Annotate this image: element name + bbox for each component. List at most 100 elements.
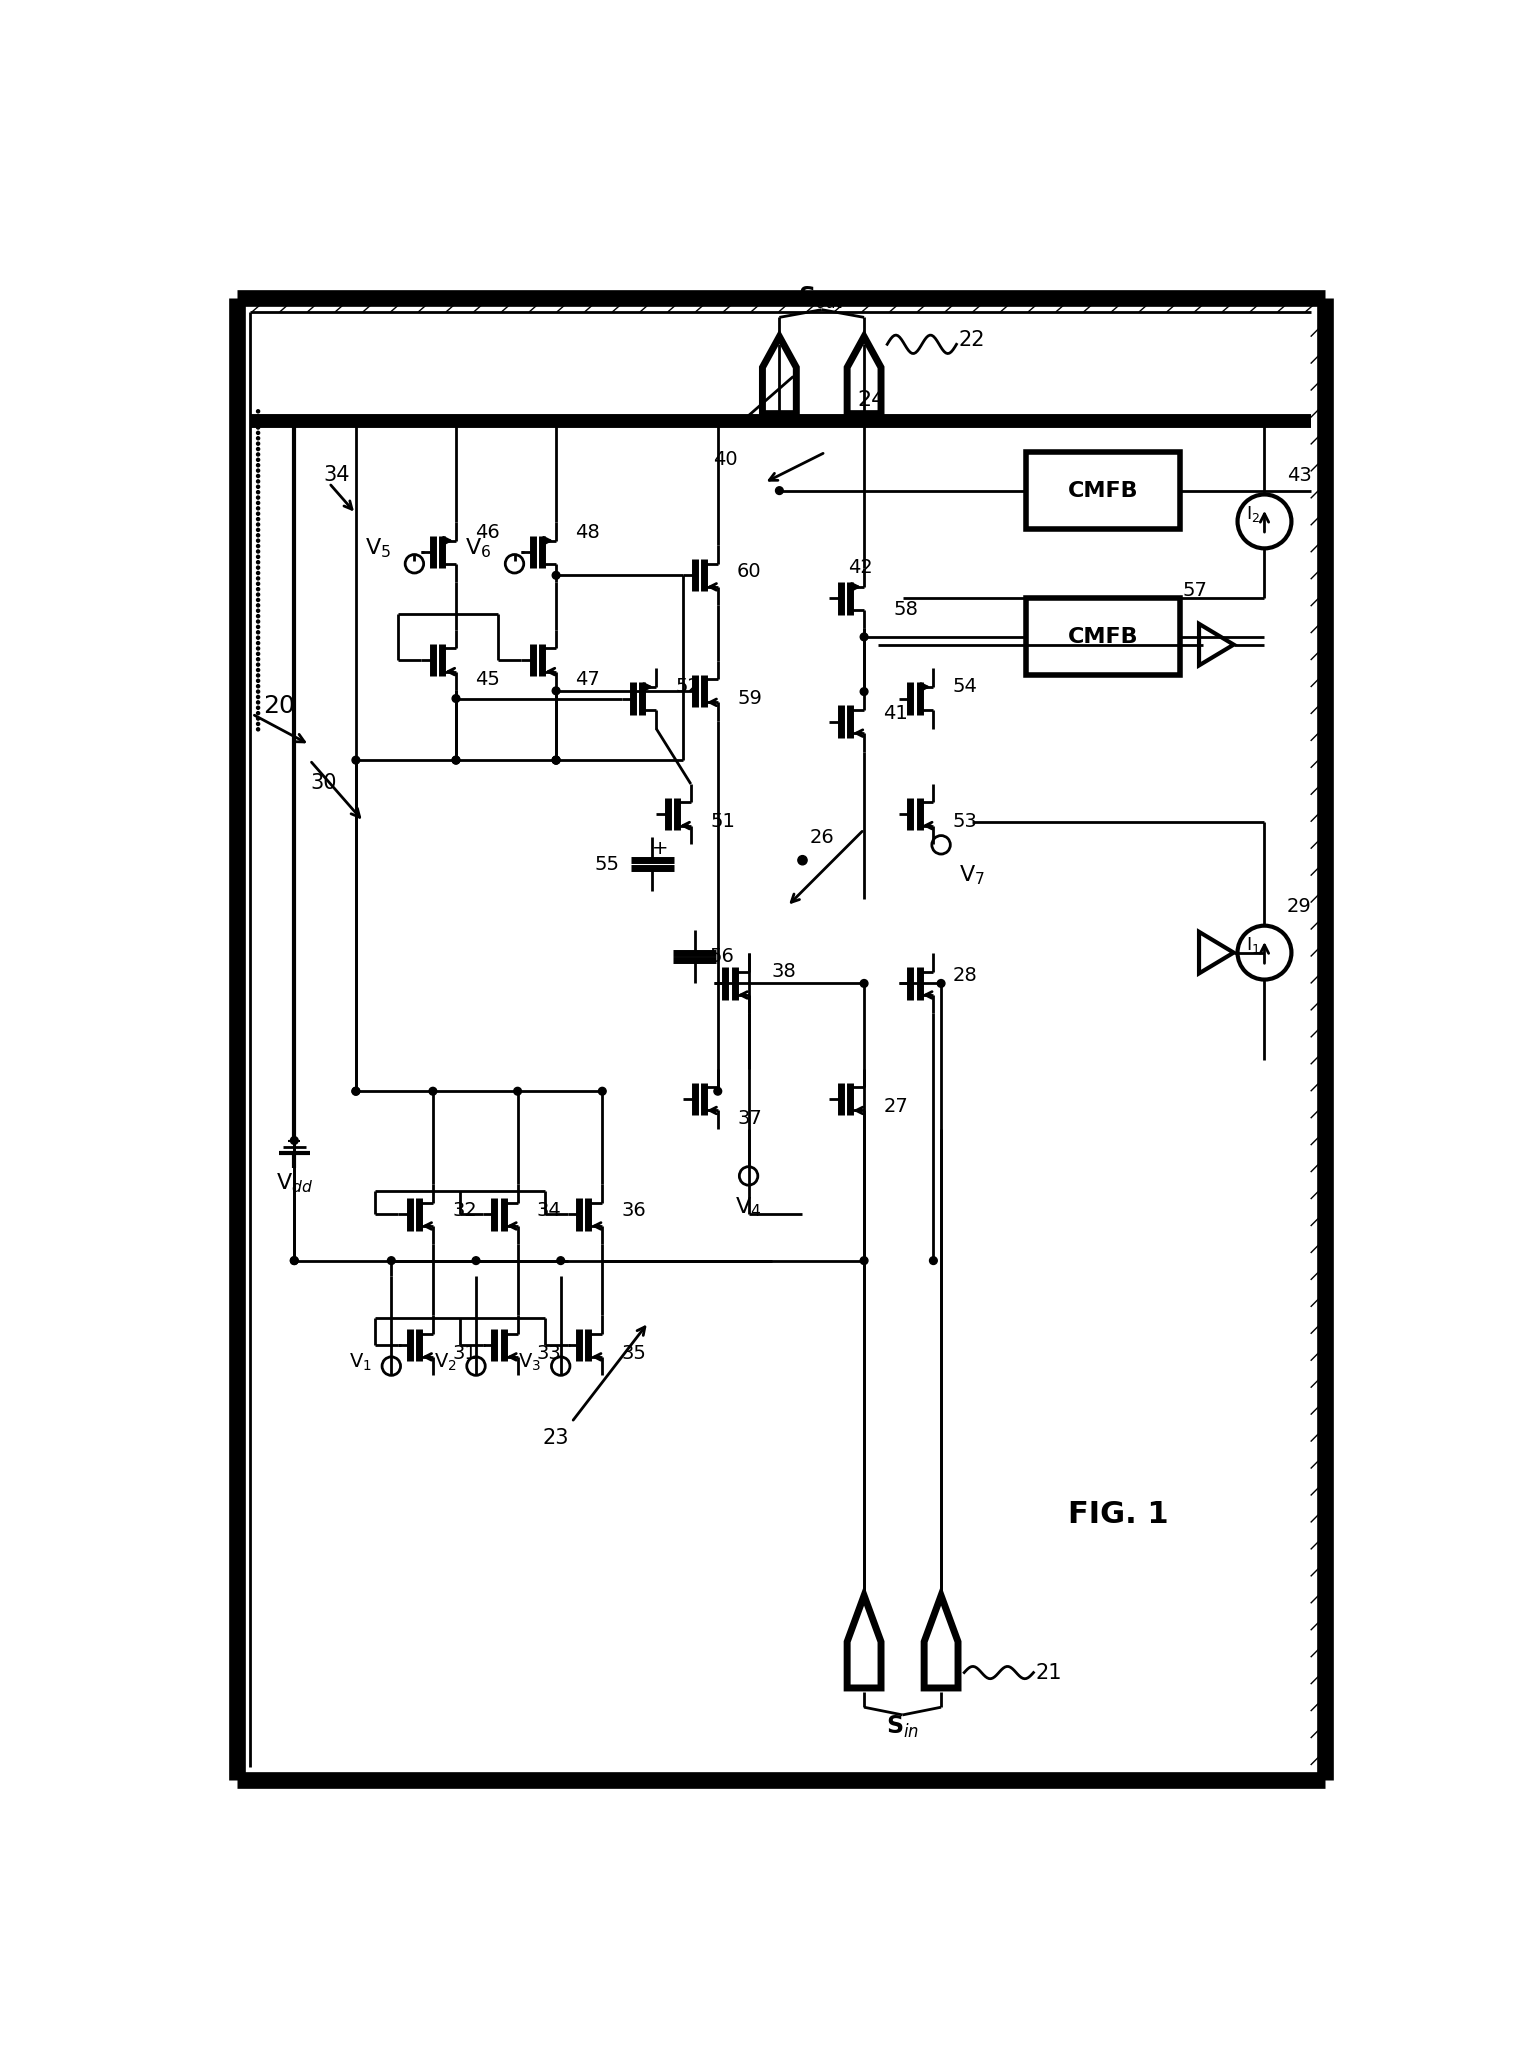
Text: 58: 58 — [894, 600, 918, 618]
Text: S$_{in}$: S$_{in}$ — [886, 1714, 920, 1739]
Text: CMFB: CMFB — [1068, 627, 1138, 647]
Circle shape — [256, 621, 259, 623]
Text: V$_7$: V$_7$ — [959, 864, 985, 887]
Circle shape — [256, 723, 259, 725]
Circle shape — [860, 418, 868, 426]
Circle shape — [256, 512, 259, 516]
Circle shape — [291, 1137, 299, 1145]
Text: V$_{dd}$: V$_{dd}$ — [276, 1171, 312, 1196]
Text: 24: 24 — [857, 389, 886, 410]
Circle shape — [256, 565, 259, 569]
Text: 48: 48 — [576, 524, 600, 543]
Text: V$_6$: V$_6$ — [465, 537, 492, 561]
Text: 40: 40 — [713, 451, 737, 469]
Text: V$_3$: V$_3$ — [518, 1352, 542, 1372]
Circle shape — [256, 469, 259, 473]
Text: 23: 23 — [542, 1427, 570, 1448]
Circle shape — [752, 416, 762, 426]
Text: 33: 33 — [536, 1343, 562, 1362]
Circle shape — [291, 1257, 299, 1264]
Circle shape — [256, 598, 259, 602]
Circle shape — [256, 647, 259, 649]
Circle shape — [256, 664, 259, 666]
Text: 20: 20 — [263, 694, 295, 719]
Circle shape — [256, 432, 259, 434]
Circle shape — [352, 756, 359, 764]
Circle shape — [256, 684, 259, 688]
Circle shape — [256, 420, 259, 424]
Text: 36: 36 — [621, 1200, 646, 1221]
Text: 56: 56 — [710, 946, 734, 967]
Circle shape — [775, 487, 783, 494]
Text: 57: 57 — [1183, 582, 1208, 600]
Circle shape — [553, 686, 560, 694]
Circle shape — [553, 756, 560, 764]
Circle shape — [256, 506, 259, 510]
Circle shape — [256, 578, 259, 580]
Circle shape — [256, 459, 259, 461]
Circle shape — [553, 756, 560, 764]
Circle shape — [256, 637, 259, 639]
Circle shape — [256, 653, 259, 655]
Text: 37: 37 — [737, 1108, 762, 1128]
Circle shape — [256, 485, 259, 487]
Text: 55: 55 — [595, 854, 620, 874]
Text: V$_4$: V$_4$ — [736, 1194, 762, 1219]
Circle shape — [929, 1257, 937, 1264]
Circle shape — [256, 436, 259, 440]
Circle shape — [429, 1087, 437, 1096]
Text: 34: 34 — [536, 1200, 562, 1221]
Text: 41: 41 — [883, 705, 908, 723]
Circle shape — [256, 588, 259, 590]
Text: 29: 29 — [1287, 897, 1311, 915]
Circle shape — [256, 711, 259, 715]
Circle shape — [256, 475, 259, 477]
Circle shape — [860, 979, 868, 987]
Text: I$_1$: I$_1$ — [1246, 936, 1260, 954]
Text: 31: 31 — [452, 1343, 477, 1362]
Text: 52: 52 — [675, 678, 701, 696]
Text: 32: 32 — [452, 1200, 477, 1221]
Text: 47: 47 — [576, 670, 600, 688]
Text: 26: 26 — [809, 827, 835, 846]
Text: 46: 46 — [475, 524, 500, 543]
Circle shape — [256, 426, 259, 428]
Polygon shape — [763, 336, 797, 414]
Circle shape — [256, 657, 259, 662]
Text: 21: 21 — [1036, 1663, 1062, 1683]
Text: 51: 51 — [710, 813, 736, 831]
Circle shape — [256, 479, 259, 483]
Circle shape — [256, 496, 259, 500]
Circle shape — [256, 492, 259, 494]
Text: 45: 45 — [475, 670, 500, 688]
Circle shape — [256, 528, 259, 530]
Circle shape — [553, 756, 560, 764]
Circle shape — [452, 756, 460, 764]
Text: 27: 27 — [883, 1098, 908, 1116]
Circle shape — [452, 756, 460, 764]
Text: V$_5$: V$_5$ — [366, 537, 391, 561]
Circle shape — [256, 449, 259, 451]
Text: 30: 30 — [311, 774, 337, 793]
Circle shape — [256, 545, 259, 547]
Circle shape — [256, 582, 259, 586]
Polygon shape — [847, 1595, 880, 1688]
Circle shape — [256, 561, 259, 563]
Text: 22: 22 — [958, 330, 985, 350]
Circle shape — [352, 418, 359, 426]
Circle shape — [599, 1087, 606, 1096]
Text: V$_2$: V$_2$ — [434, 1352, 457, 1372]
Circle shape — [256, 522, 259, 526]
Circle shape — [513, 1087, 521, 1096]
Circle shape — [256, 668, 259, 672]
Text: 42: 42 — [848, 559, 873, 578]
Circle shape — [256, 625, 259, 629]
Polygon shape — [924, 1595, 958, 1688]
Circle shape — [256, 453, 259, 457]
Circle shape — [256, 696, 259, 698]
Circle shape — [451, 416, 460, 426]
Circle shape — [798, 856, 807, 864]
Text: 28: 28 — [952, 967, 978, 985]
Circle shape — [860, 633, 868, 641]
Text: 53: 53 — [952, 813, 978, 831]
